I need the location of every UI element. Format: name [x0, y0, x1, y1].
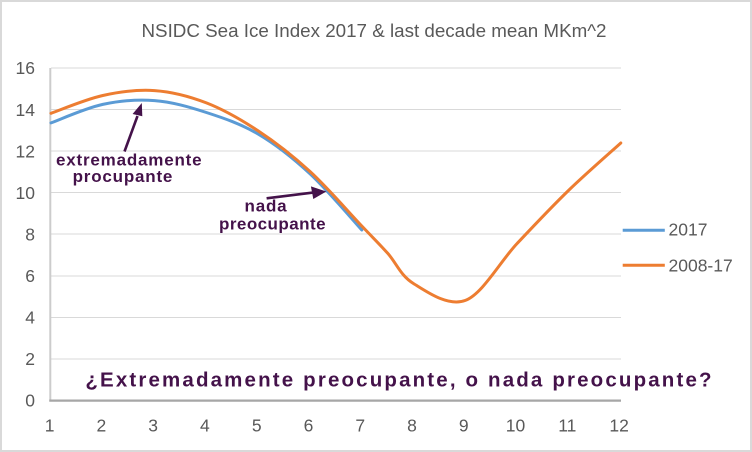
svg-text:8: 8 — [25, 224, 35, 244]
svg-text:2: 2 — [97, 416, 107, 436]
svg-text:9: 9 — [459, 416, 469, 436]
svg-text:5: 5 — [252, 416, 262, 436]
svg-text:12: 12 — [16, 141, 35, 161]
svg-text:extremadamente: extremadamente — [56, 151, 202, 170]
svg-text:¿Extremadamente preocupante, o: ¿Extremadamente preocupante, o nada preo… — [85, 369, 713, 392]
svg-text:11: 11 — [558, 416, 576, 436]
svg-text:7: 7 — [355, 416, 365, 436]
svg-text:10: 10 — [16, 183, 36, 203]
svg-text:8: 8 — [407, 416, 417, 436]
svg-text:10: 10 — [506, 416, 526, 436]
svg-text:0: 0 — [25, 391, 35, 411]
svg-text:2: 2 — [25, 349, 35, 369]
svg-text:16: 16 — [16, 58, 35, 78]
svg-text:6: 6 — [25, 266, 35, 286]
svg-text:preocupante: preocupante — [219, 214, 326, 233]
svg-text:4: 4 — [200, 416, 210, 436]
svg-text:NSIDC Sea Ice Index 2017 & las: NSIDC Sea Ice Index 2017 & last decade m… — [141, 20, 606, 41]
svg-text:4: 4 — [25, 308, 35, 328]
svg-text:3: 3 — [148, 416, 158, 436]
svg-text:1: 1 — [45, 416, 55, 436]
svg-text:nada: nada — [245, 196, 288, 215]
svg-text:procupante: procupante — [73, 167, 174, 186]
svg-text:6: 6 — [304, 416, 314, 436]
svg-text:2017: 2017 — [669, 220, 708, 240]
svg-text:14: 14 — [16, 100, 36, 120]
svg-text:12: 12 — [609, 416, 628, 436]
svg-text:2008-17: 2008-17 — [669, 256, 733, 276]
